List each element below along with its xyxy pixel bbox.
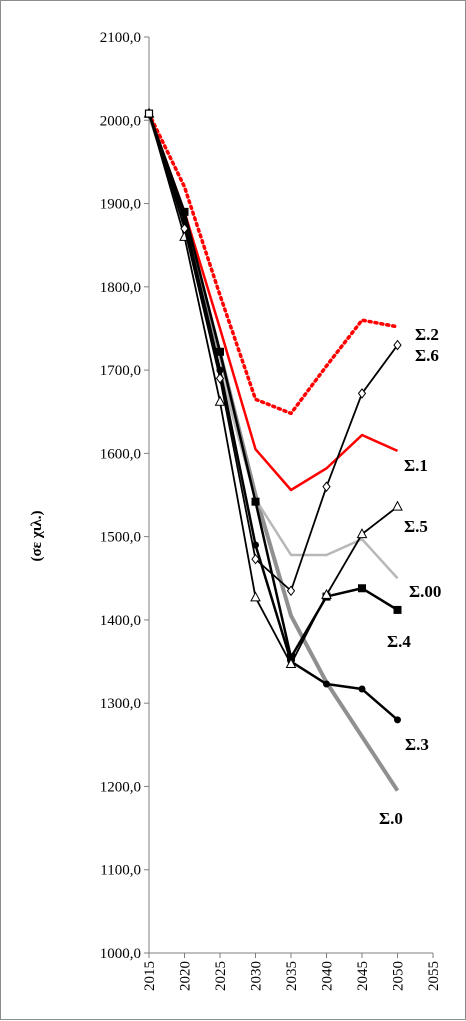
y-tick-label: 1500,0 [100, 530, 141, 546]
series-s4-point [216, 347, 224, 356]
x-tick-label: 2030 [249, 961, 265, 991]
series-s5-point [250, 591, 261, 602]
series-s1-line [147, 113, 399, 492]
x-tick-label: 2025 [213, 961, 229, 991]
series-s6-point [251, 553, 260, 565]
series-s3-point [358, 685, 366, 693]
y-tick-label: 1400,0 [100, 613, 141, 629]
x-tick-label: 2040 [320, 961, 336, 991]
y-tick-label: 2000,0 [100, 113, 141, 129]
series-s6-point [180, 223, 189, 234]
series-s5-point [356, 528, 368, 539]
y-axis-label: (σε χιλ.) [29, 510, 45, 561]
series-s5-line [148, 113, 399, 665]
series-s4-point [358, 584, 366, 593]
y-tick-label: 1200,0 [100, 779, 141, 795]
series-s5-point [321, 588, 332, 599]
x-tick-label: 2055 [426, 961, 442, 991]
series-s1-label: Σ.1 [404, 456, 428, 475]
x-tick-label: 2020 [178, 961, 194, 991]
series-s6-point [393, 339, 402, 351]
y-tick-label: 1000,0 [100, 946, 141, 962]
series-s3-label: Σ.3 [405, 735, 429, 754]
y-tick-label: 1100,0 [100, 863, 141, 879]
series-s4-point [180, 207, 189, 216]
y-tick-label: 1900,0 [100, 197, 141, 213]
series-s6-label: Σ.6 [415, 346, 439, 365]
x-tick-label: 2015 [142, 961, 158, 991]
y-tick-label: 1800,0 [100, 280, 141, 296]
y-tick-label: 2100,0 [100, 30, 141, 46]
x-tick-label: 2045 [355, 961, 371, 991]
series-s6-point [286, 585, 296, 597]
series-s5-point [214, 395, 226, 406]
series-s6-line [148, 113, 399, 592]
series-s4-line [147, 113, 399, 659]
series-s00-line [147, 113, 399, 580]
x-tick-label: 2050 [391, 961, 407, 991]
series-s0-label: Σ.0 [379, 809, 403, 828]
x-tick-label: 2035 [284, 961, 300, 991]
series-s3-point [394, 716, 401, 724]
series-s5-point [285, 657, 297, 669]
series-s00-label: Σ.00 [409, 582, 441, 601]
series-s4-point [393, 605, 402, 614]
series-s6-point [322, 481, 331, 492]
y-tick-label: 1600,0 [100, 446, 141, 462]
series-s2-label: Σ.2 [415, 325, 439, 344]
series-s4-point [251, 497, 260, 506]
series-s3-line [147, 113, 399, 721]
y-tick-label: 1300,0 [100, 696, 141, 712]
series-s2-line [147, 111, 400, 416]
series-s5-point [392, 500, 403, 511]
series-s6-point [215, 373, 225, 384]
series-s6-point [357, 388, 367, 399]
series-s4-point [287, 653, 295, 662]
series-s3-point [323, 680, 330, 688]
series-s4-label: Σ.4 [387, 632, 411, 651]
series-s5-label: Σ.5 [404, 517, 428, 536]
start-point-marker [144, 109, 154, 118]
y-tick-label: 1700,0 [100, 363, 141, 379]
